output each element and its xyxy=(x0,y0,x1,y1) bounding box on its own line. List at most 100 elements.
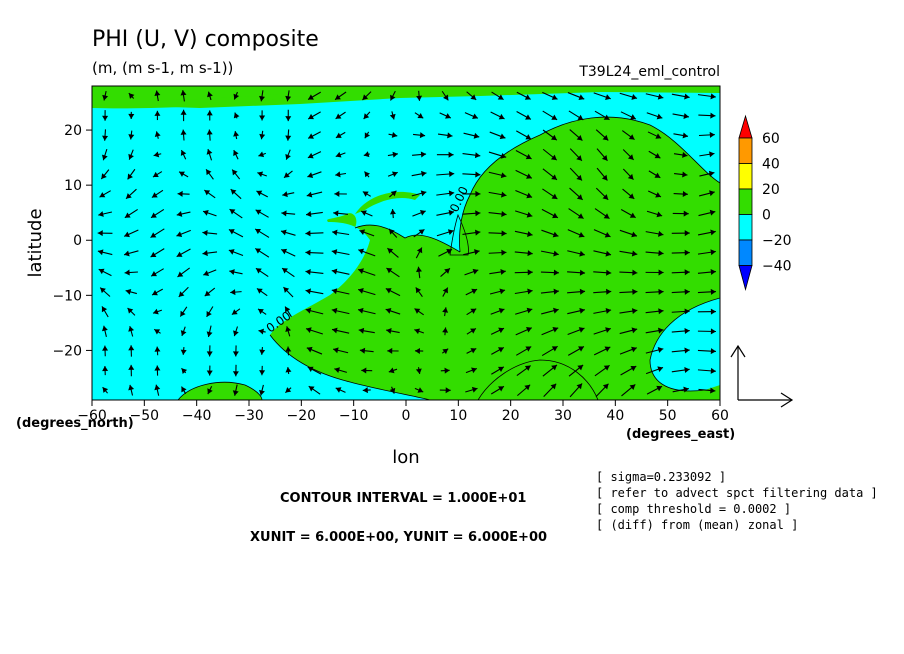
wind-vector-head xyxy=(281,248,288,255)
wind-vector-head xyxy=(284,172,290,178)
wind-vector-head xyxy=(498,113,505,120)
wind-vector-head xyxy=(125,288,132,295)
wind-vector-head xyxy=(128,93,135,99)
wind-vector-head xyxy=(442,307,449,313)
wind-vector-head xyxy=(708,170,715,177)
wind-vector-head xyxy=(630,114,636,120)
wind-vector-head xyxy=(656,211,663,218)
wind-vector-head xyxy=(259,115,266,121)
wind-vector-head xyxy=(154,90,161,96)
wind-vector-head xyxy=(526,173,532,179)
wind-vector-head xyxy=(655,133,662,139)
wind-vector-head xyxy=(448,209,455,216)
wind-vector-head xyxy=(98,268,105,275)
x-tick-label: 10 xyxy=(449,408,467,424)
wind-vector-head xyxy=(710,93,716,100)
wind-vector-head xyxy=(232,169,238,176)
wind-vector-head xyxy=(710,348,716,355)
wind-vector-head xyxy=(414,308,421,314)
wind-vector-head xyxy=(657,230,664,237)
wind-vector-head xyxy=(181,368,188,375)
wind-vector-head xyxy=(709,131,715,138)
wind-vector-head xyxy=(305,230,311,237)
wind-vector-head xyxy=(497,94,504,100)
x-axis-label: lon xyxy=(392,447,419,468)
wind-vector-head xyxy=(498,386,504,392)
plot-area xyxy=(92,86,720,400)
wind-vector-head xyxy=(579,307,585,314)
wind-vector-head xyxy=(710,249,716,256)
wind-vector-head xyxy=(206,311,212,317)
wind-vector-head xyxy=(578,327,585,333)
zero-contour-6 xyxy=(477,359,599,400)
y-tick-label: −20 xyxy=(52,343,82,359)
wind-vector-head xyxy=(206,149,213,155)
wind-vector-head xyxy=(308,113,315,120)
colorbar: 60 40 20 0 −20 −40 xyxy=(738,114,792,292)
wind-vector-head xyxy=(605,250,612,257)
wind-vector-head xyxy=(285,95,292,102)
chart-title: PHI (U, V) composite xyxy=(92,27,319,52)
wind-vector-head xyxy=(419,132,426,139)
wind-vector-head xyxy=(258,151,265,158)
wind-vector-head xyxy=(358,288,364,294)
wind-vector-head xyxy=(576,174,582,181)
wind-vector-head xyxy=(631,308,638,315)
wind-vector-head xyxy=(180,310,186,317)
wind-vector-head xyxy=(334,367,340,374)
wind-vector-head xyxy=(524,384,531,391)
wind-vector-head xyxy=(576,155,582,161)
wind-vector-head xyxy=(525,327,532,333)
wind-vector-head xyxy=(684,230,690,237)
wind-vector-head xyxy=(207,91,213,98)
wind-vector-head xyxy=(100,287,106,294)
wind-vector-head xyxy=(181,386,187,393)
wind-vector-head xyxy=(500,268,506,275)
zero-contour-0 xyxy=(269,334,431,400)
wind-vector-head xyxy=(550,383,557,390)
wind-vector-head xyxy=(656,385,663,392)
wind-vector-head xyxy=(282,268,288,274)
wind-vector-head xyxy=(306,191,313,198)
wind-vector-head xyxy=(331,249,338,256)
colorbar-segment xyxy=(738,163,753,190)
wind-vector-head xyxy=(306,346,313,353)
wind-vector-head xyxy=(233,150,239,156)
wind-vector-head xyxy=(471,367,477,374)
wind-vector-head xyxy=(230,189,237,195)
wind-vector-head xyxy=(202,250,208,257)
wind-vector-head xyxy=(255,268,262,274)
wind-vector-head xyxy=(414,347,421,354)
wind-vector-head xyxy=(631,327,638,334)
x-tick-label: −50 xyxy=(130,408,160,424)
wind-vector-head xyxy=(682,191,688,198)
wind-vector-head xyxy=(525,134,532,140)
wind-vector-head xyxy=(154,131,161,137)
wind-vector-head xyxy=(527,231,533,237)
wind-vector-head xyxy=(180,129,187,135)
y-axis-ticks: −20 −10 0 10 20 xyxy=(52,123,92,359)
wind-vector-head xyxy=(256,190,263,196)
wind-vector-head xyxy=(206,110,213,116)
wind-vector-head xyxy=(333,347,339,354)
colorbar-label: 20 xyxy=(762,182,780,198)
wind-vector-head xyxy=(154,365,161,371)
wind-vector-head xyxy=(154,346,161,352)
wind-vector-head xyxy=(282,191,288,198)
colorbar-top-arrow xyxy=(738,114,753,139)
wind-vector-head xyxy=(102,387,109,393)
wind-vector-head xyxy=(202,229,208,236)
wind-vector-head xyxy=(473,132,480,139)
wind-vector-head xyxy=(526,192,533,199)
wind-vector-head xyxy=(499,133,506,140)
wind-vector-head xyxy=(605,327,611,333)
wind-vector-head xyxy=(150,251,157,258)
wind-vector-head xyxy=(307,152,314,159)
wind-vector-head xyxy=(229,269,235,276)
wind-vector-head xyxy=(258,328,265,335)
wind-vector-head xyxy=(442,287,448,294)
x-tick-label: 60 xyxy=(711,408,729,424)
wind-vector-head xyxy=(442,327,449,333)
wind-vector-head xyxy=(602,383,609,390)
wind-vector-head xyxy=(387,248,394,254)
